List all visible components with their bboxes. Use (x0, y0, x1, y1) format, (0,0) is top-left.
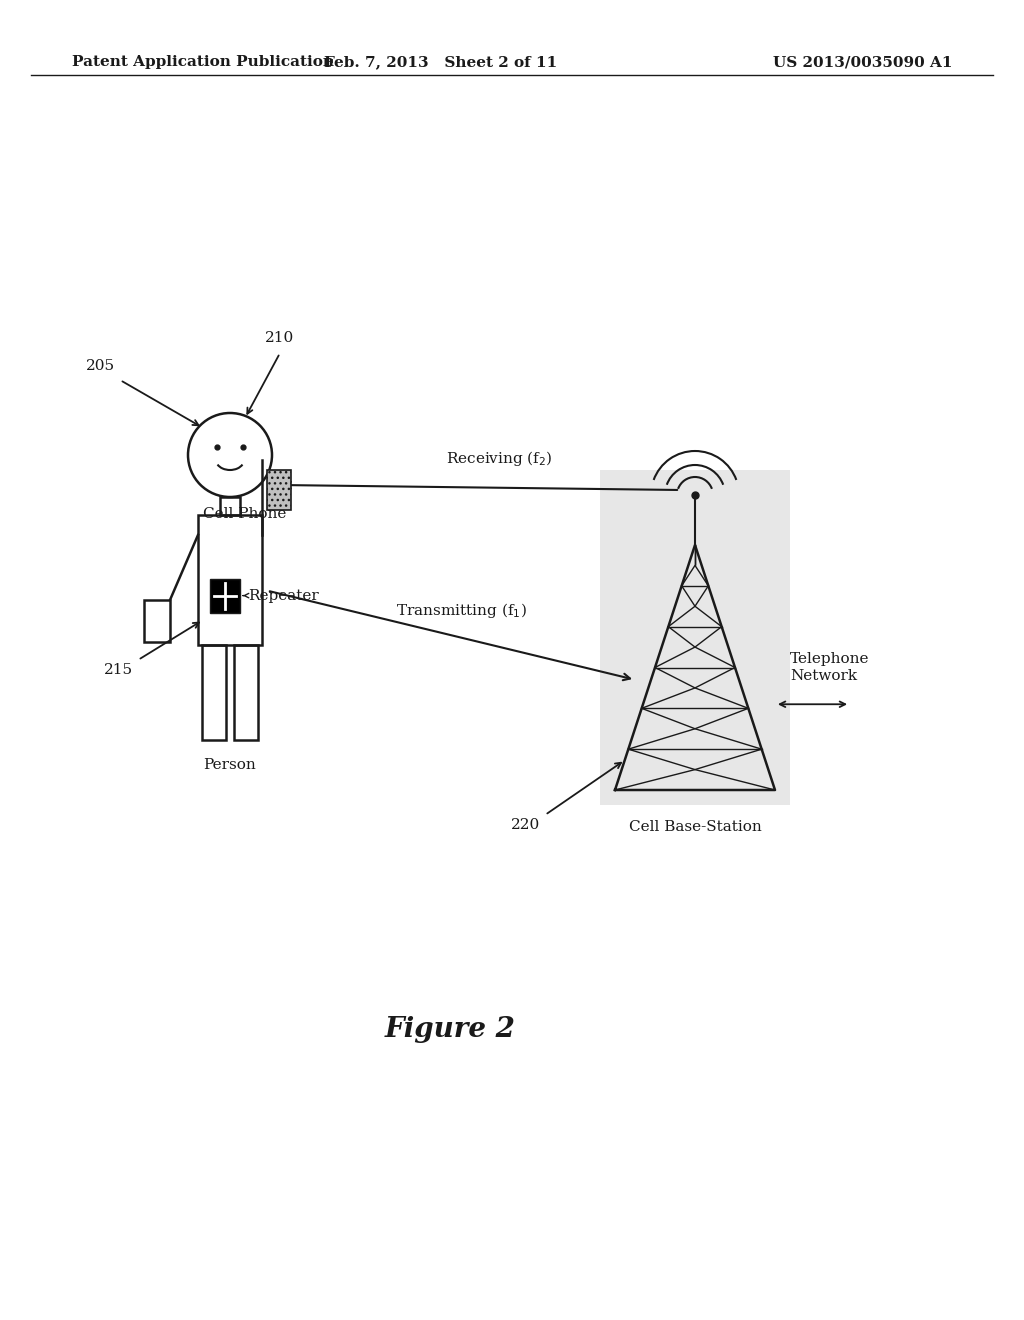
Bar (198, 515, 262, 645)
Bar (234, 645, 258, 741)
Text: US 2013/0035090 A1: US 2013/0035090 A1 (773, 55, 952, 69)
Bar (220, 498, 240, 515)
Text: 205: 205 (86, 359, 115, 374)
Text: Cell Base-Station: Cell Base-Station (629, 820, 762, 834)
Bar (600, 470, 790, 805)
Text: 210: 210 (265, 331, 295, 345)
Text: Receiving (f$_2$): Receiving (f$_2$) (446, 449, 553, 467)
Text: Feb. 7, 2013   Sheet 2 of 11: Feb. 7, 2013 Sheet 2 of 11 (324, 55, 557, 69)
Bar (210, 578, 240, 612)
Text: Telephone
Network: Telephone Network (790, 652, 869, 682)
Bar (267, 470, 291, 510)
Text: 220: 220 (511, 818, 540, 832)
Text: Patent Application Publication: Patent Application Publication (72, 55, 334, 69)
Text: Transmitting (f$_1$): Transmitting (f$_1$) (395, 601, 526, 620)
Text: 215: 215 (103, 663, 133, 677)
Bar (202, 645, 226, 741)
Bar (144, 601, 170, 642)
Text: Cell Phone: Cell Phone (204, 507, 287, 521)
Text: Figure 2: Figure 2 (385, 1016, 516, 1043)
Text: Repeater: Repeater (248, 589, 318, 603)
Text: Person: Person (204, 758, 256, 772)
